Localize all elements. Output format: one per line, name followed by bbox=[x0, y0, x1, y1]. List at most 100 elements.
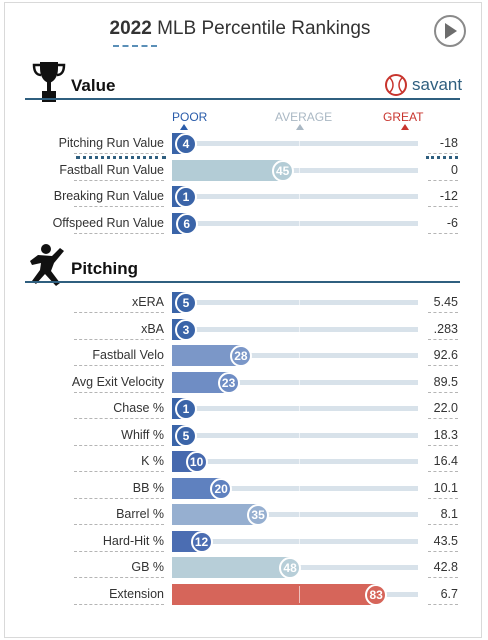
value-underline bbox=[428, 497, 458, 499]
label-underline bbox=[74, 577, 164, 578]
pitching-section-label: Pitching bbox=[71, 259, 139, 278]
average-marker-line bbox=[299, 347, 300, 364]
percentile-track bbox=[172, 220, 418, 226]
value-underline bbox=[428, 471, 458, 472]
percentile-track bbox=[172, 300, 418, 305]
play-button[interactable] bbox=[434, 15, 466, 47]
average-marker-line bbox=[299, 585, 300, 603]
metric-value: -6 bbox=[446, 215, 458, 230]
metric-label: Barrel % bbox=[116, 507, 164, 521]
metric-label: Extension bbox=[109, 586, 164, 601]
percentile-row[interactable]: Pitching Run Value 4 -18 bbox=[0, 131, 488, 157]
percentile-row[interactable]: Fastball Velo 28 92.6 bbox=[0, 343, 488, 369]
percentile-bar bbox=[172, 583, 377, 605]
label-underline bbox=[74, 471, 164, 472]
percentile-bar bbox=[172, 371, 229, 393]
label-underline bbox=[74, 497, 164, 499]
value-underline bbox=[428, 418, 458, 419]
label-underline bbox=[74, 153, 164, 154]
metric-value: 6.7 bbox=[440, 586, 458, 601]
average-marker-line bbox=[299, 400, 300, 417]
percentile-bar bbox=[172, 477, 222, 499]
play-icon bbox=[445, 23, 457, 39]
percentile-circle: 45 bbox=[271, 159, 294, 182]
percentile-row[interactable]: Extension 83 6.7 bbox=[0, 582, 488, 608]
average-marker-line bbox=[299, 426, 300, 444]
percentile-track bbox=[172, 379, 418, 385]
metric-value: .283 bbox=[433, 321, 458, 336]
average-marker-line bbox=[299, 373, 300, 391]
average-marker-line bbox=[299, 320, 300, 338]
percentile-circle: 3 bbox=[175, 318, 197, 341]
percentile-circle: 4 bbox=[175, 133, 197, 155]
label-underline bbox=[74, 206, 164, 207]
title-year: 2022 bbox=[109, 18, 152, 39]
value-dotted-divider-right bbox=[426, 156, 458, 159]
pitcher-icon bbox=[30, 244, 64, 286]
percentile-circle: 6 bbox=[175, 212, 198, 235]
metric-value: 92.6 bbox=[433, 348, 458, 362]
value-section-label: Value bbox=[71, 76, 116, 95]
percentile-track bbox=[172, 167, 418, 173]
percentile-circle: 5 bbox=[175, 424, 197, 447]
percentile-row[interactable]: xERA 5 5.45 bbox=[0, 290, 488, 316]
percentile-row[interactable]: Fastball Run Value 45 0 bbox=[0, 158, 488, 184]
percentile-row[interactable]: Offspeed Run Value 6 -6 bbox=[0, 211, 488, 237]
average-marker-line bbox=[299, 506, 300, 523]
metric-value: 10.1 bbox=[433, 480, 458, 495]
label-underline bbox=[74, 444, 164, 446]
metric-label: Whiff % bbox=[121, 427, 164, 442]
metric-label: Avg Exit Velocity bbox=[71, 374, 164, 389]
metric-label: GB % bbox=[131, 560, 164, 574]
label-underline bbox=[74, 179, 164, 181]
metric-value: 0 bbox=[451, 162, 458, 177]
percentile-circle: 20 bbox=[210, 477, 233, 500]
title-text: MLB Percentile Rankings bbox=[157, 18, 371, 39]
percentile-circle: 1 bbox=[175, 186, 197, 208]
average-marker-line bbox=[299, 532, 300, 550]
percentile-circle: 83 bbox=[365, 583, 388, 606]
savant-logo-text[interactable]: savant bbox=[412, 75, 463, 94]
percentile-row[interactable]: BB % 20 10.1 bbox=[0, 476, 488, 502]
trophy-icon bbox=[32, 62, 66, 102]
average-marker-line bbox=[299, 188, 300, 205]
percentile-track bbox=[172, 485, 418, 491]
percentile-circle: 48 bbox=[279, 557, 302, 579]
percentile-circle: 23 bbox=[217, 371, 240, 394]
value-underline bbox=[428, 577, 458, 578]
average-marker-line bbox=[299, 135, 300, 152]
percentile-row[interactable]: K % 10 16.4 bbox=[0, 449, 488, 475]
percentile-row[interactable]: Whiff % 5 18.3 bbox=[0, 423, 488, 449]
percentile-circle: 10 bbox=[185, 451, 208, 473]
value-underline bbox=[428, 312, 458, 313]
percentile-row[interactable]: Hard-Hit % 12 43.5 bbox=[0, 529, 488, 555]
metric-label: Pitching Run Value bbox=[58, 136, 164, 150]
value-underline bbox=[428, 232, 458, 234]
percentile-row[interactable]: xBA 3 .283 bbox=[0, 317, 488, 343]
percentile-track bbox=[172, 538, 418, 544]
percentile-track bbox=[172, 459, 418, 464]
percentile-row[interactable]: Breaking Run Value 1 -12 bbox=[0, 184, 488, 210]
percentile-row[interactable]: Barrel % 35 8.1 bbox=[0, 502, 488, 528]
metric-label: xERA bbox=[132, 295, 164, 309]
percentile-track bbox=[172, 141, 418, 146]
percentile-bar bbox=[172, 159, 283, 181]
title-underline bbox=[113, 45, 157, 47]
percentile-row[interactable]: Chase % 1 22.0 bbox=[0, 396, 488, 422]
label-underline bbox=[74, 550, 164, 552]
percentile-row[interactable]: GB % 48 42.8 bbox=[0, 555, 488, 581]
percentile-circle: 12 bbox=[190, 530, 213, 553]
value-underline bbox=[428, 603, 458, 605]
metric-label: Offspeed Run Value bbox=[52, 215, 164, 230]
metric-label: Hard-Hit % bbox=[102, 533, 164, 548]
percentile-row[interactable]: Avg Exit Velocity 23 89.5 bbox=[0, 370, 488, 396]
metric-value: 16.4 bbox=[433, 454, 458, 468]
percentile-track bbox=[172, 512, 418, 517]
value-underline bbox=[428, 391, 458, 393]
percentile-bar bbox=[172, 504, 259, 525]
label-underline bbox=[74, 312, 164, 313]
scale-great-label: GREAT bbox=[383, 110, 424, 124]
average-marker-line bbox=[299, 453, 300, 470]
percentile-circle: 35 bbox=[247, 504, 270, 526]
value-underline bbox=[428, 444, 458, 446]
